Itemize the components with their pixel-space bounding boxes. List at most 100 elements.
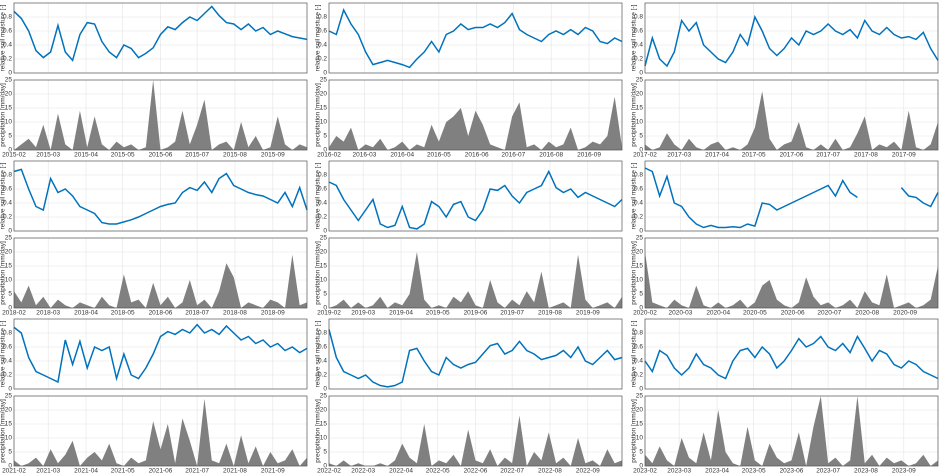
y-tick-label: 5 — [8, 133, 12, 140]
y-tick-label: 0.6 — [318, 186, 327, 193]
x-tick-label: 2020-09 — [893, 310, 917, 317]
y-tick-label: 10 — [636, 277, 644, 284]
y-axis-label: precipitation [mm/day] — [0, 399, 7, 463]
y-tick-label: 25 — [5, 77, 13, 84]
y-tick-label: 0.8 — [318, 330, 327, 337]
y-tick-label: 0.4 — [318, 200, 327, 207]
y-tick-label: 0.8 — [3, 172, 12, 179]
y-tick-label: 0.8 — [3, 330, 12, 337]
y-tick-label: 0.2 — [3, 214, 12, 221]
x-tick-label: 2016-05 — [427, 152, 451, 159]
y-axis-label: precipitation [mm/day] — [631, 83, 638, 147]
y-tick-label: 0.4 — [318, 42, 327, 49]
y-tick-label: 15 — [5, 105, 13, 112]
x-tick-label: 2022-03 — [351, 468, 375, 475]
soil-moisture-line — [328, 169, 623, 230]
soil-moisture-line — [328, 8, 623, 69]
precipitation-area — [14, 80, 307, 150]
y-tick-label: 15 — [5, 421, 13, 428]
panel-frame — [328, 237, 623, 309]
panel-frame — [644, 160, 939, 232]
soil-moisture-line — [644, 334, 939, 380]
y-axis-label: precipitation [mm/day] — [631, 399, 638, 463]
y-tick-label: 5 — [8, 291, 12, 298]
y-tick-label: 10 — [320, 277, 328, 284]
y-tick-label: 20 — [636, 407, 644, 414]
x-tick-label: 2020-03 — [668, 310, 692, 317]
y-tick-label: 10 — [320, 119, 328, 126]
y-tick-label: 0.2 — [634, 56, 643, 63]
x-tick-label: 2016-06 — [465, 152, 489, 159]
precipitation-area — [14, 254, 307, 308]
x-tick-label: 2015-02 — [2, 152, 26, 159]
x-tick-label: 2018-09 — [261, 310, 285, 317]
x-tick-label: 2017-07 — [816, 152, 840, 159]
y-axis-label: precipitation [mm/day] — [315, 241, 322, 305]
precipitation-area — [645, 396, 938, 466]
x-tick-label: 2017-08 — [854, 152, 878, 159]
x-tick-label: 2022-04 — [389, 468, 413, 475]
y-tick-label: 15 — [636, 421, 644, 428]
y-axis-label: relative soil moisture [-] — [631, 320, 638, 387]
x-tick-label: 2015-09 — [261, 152, 285, 159]
y-tick-label: 5 — [639, 133, 643, 140]
panel-frame — [328, 395, 623, 467]
x-tick-label: 2023-09 — [892, 468, 916, 475]
y-tick-label: 20 — [636, 249, 644, 256]
y-tick-label: 0.4 — [3, 358, 12, 365]
y-tick-label: 20 — [320, 249, 328, 256]
x-tick-label: 2018-08 — [223, 310, 247, 317]
y-tick-label: 0.8 — [634, 330, 643, 337]
soil-moisture-line — [644, 167, 858, 229]
y-tick-label: 0.4 — [634, 358, 643, 365]
y-tick-label: 0.6 — [3, 344, 12, 351]
x-tick-label: 2019-03 — [351, 310, 375, 317]
precipitation-area — [329, 415, 622, 466]
x-tick-label: 2019-08 — [538, 310, 562, 317]
x-tick-label: 2022-02 — [317, 468, 341, 475]
x-tick-label: 2017-03 — [667, 152, 691, 159]
y-tick-label: 0 — [8, 228, 12, 235]
x-tick-label: 2016-09 — [577, 152, 601, 159]
y-tick-label: 0 — [8, 305, 12, 312]
y-axis-label: precipitation [mm/day] — [315, 83, 322, 147]
x-tick-label: 2016-04 — [390, 152, 414, 159]
y-tick-label: 0 — [323, 70, 327, 77]
x-tick-label: 2018-02 — [2, 310, 26, 317]
y-tick-label: 0 — [639, 305, 643, 312]
y-axis-label: precipitation [mm/day] — [0, 241, 7, 305]
y-tick-label: 0.4 — [634, 42, 643, 49]
x-tick-label: 2020-06 — [781, 310, 805, 317]
x-tick-label: 2023-07 — [816, 468, 840, 475]
y-tick-label: 15 — [636, 263, 644, 270]
y-tick-label: 20 — [320, 91, 328, 98]
precipitation-area — [14, 398, 307, 466]
y-tick-label: 25 — [636, 393, 644, 400]
x-tick-label: 2019-07 — [500, 310, 524, 317]
y-tick-label: 25 — [636, 77, 644, 84]
y-tick-label: 15 — [5, 263, 13, 270]
y-tick-label: 25 — [320, 77, 328, 84]
y-axis-label: precipitation [mm/day] — [631, 241, 638, 305]
x-tick-label: 2021-07 — [185, 468, 209, 475]
y-tick-label: 10 — [5, 277, 13, 284]
y-tick-label: 15 — [320, 421, 328, 428]
y-axis-label: precipitation [mm/day] — [0, 83, 7, 147]
panel-frame — [328, 79, 623, 151]
x-tick-label: 2018-03 — [36, 310, 60, 317]
y-tick-label: 0.6 — [634, 28, 643, 35]
y-tick-label: 0 — [8, 463, 12, 470]
y-tick-label: 0.2 — [3, 56, 12, 63]
y-tick-label: 0 — [639, 70, 643, 77]
x-tick-label: 2016-08 — [539, 152, 563, 159]
x-tick-label: 2017-06 — [780, 152, 804, 159]
x-tick-label: 2017-04 — [705, 152, 729, 159]
y-tick-label: 0 — [639, 147, 643, 154]
y-tick-label: 0 — [639, 386, 643, 393]
x-tick-label: 2019-02 — [317, 310, 341, 317]
y-tick-label: 0.2 — [634, 372, 643, 379]
y-tick-label: 20 — [5, 407, 13, 414]
y-tick-label: 15 — [320, 105, 328, 112]
panel-frame — [13, 2, 308, 74]
